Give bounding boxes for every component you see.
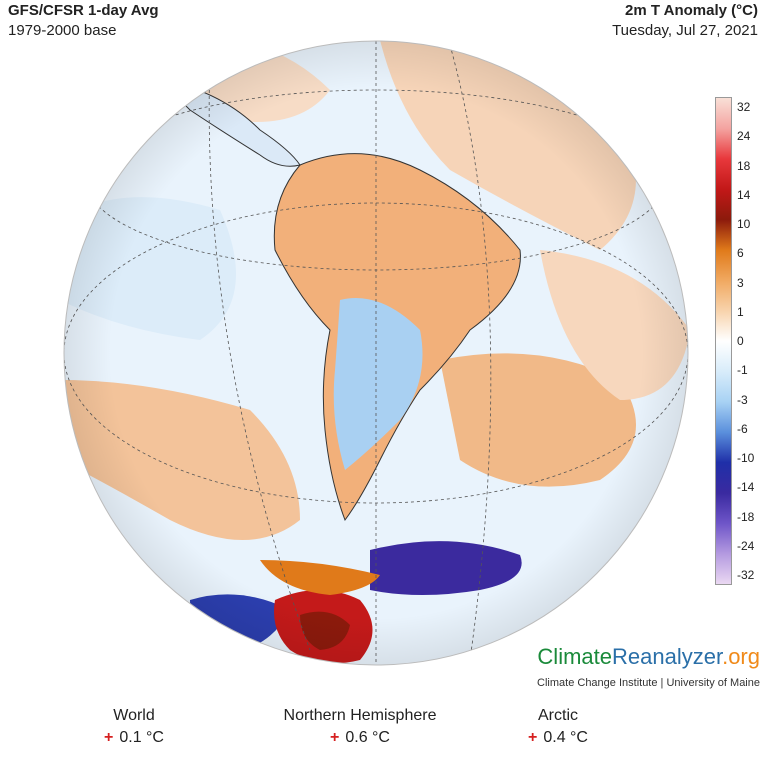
legend-tick: -14: [737, 480, 755, 495]
brand-org: .org: [722, 644, 760, 669]
stat-region: Northern Hemisphere: [283, 707, 437, 724]
colorbar: [715, 97, 732, 585]
legend-tick: -6: [737, 421, 748, 436]
legend-tick: -32: [737, 568, 755, 582]
brand-logo: ClimateReanalyzer.org: [537, 644, 760, 670]
brand-climate: Climate: [537, 644, 612, 669]
globe-outline: [63, 40, 689, 666]
legend-tick: 18: [737, 158, 751, 173]
stat-northern-hemisphere: Northern Hemisphere +0.6 °C: [250, 706, 470, 748]
stat-region: World: [113, 707, 155, 724]
brand-block: ClimateReanalyzer.org Climate Change Ins…: [537, 644, 760, 690]
legend-tick: -10: [737, 451, 755, 465]
stat-number: 0.1 °C: [119, 729, 164, 746]
stat-sign: +: [528, 729, 538, 746]
stat-value: +0.6 °C: [250, 728, 470, 748]
legend-tick: 0: [737, 334, 744, 348]
stats-row: World +0.1 °C Northern Hemisphere +0.6 °…: [0, 706, 768, 766]
globe-map: [63, 40, 689, 666]
legend-tick: 1: [737, 304, 744, 319]
globe-svg: [63, 40, 689, 666]
color-legend: 32 24 18 14 10 6 3 1 0 -1 -3 -6 -10 -14 -18 -24 -32: [715, 97, 765, 585]
stat-region: Arctic: [538, 707, 578, 724]
legend-tick: -3: [737, 392, 748, 407]
stat-number: 0.4 °C: [543, 729, 588, 746]
dataset-title: GFS/CFSR 1-day Avg: [8, 2, 159, 19]
stat-sign: +: [104, 729, 114, 746]
stat-sign: +: [330, 729, 340, 746]
header-left: GFS/CFSR 1-day Avg 1979-2000 base: [8, 1, 159, 41]
baseline-label: 1979-2000 base: [8, 22, 117, 39]
header-right: 2m T Anomaly (°C) Tuesday, Jul 27, 2021: [612, 1, 758, 41]
stat-world: World +0.1 °C: [24, 706, 244, 748]
legend-tick: 32: [737, 100, 751, 114]
legend-tick: -24: [737, 538, 755, 553]
variable-title: 2m T Anomaly (°C): [625, 2, 758, 19]
brand-reanalyzer: Reanalyzer: [612, 644, 723, 669]
legend-tick: 14: [737, 187, 751, 202]
legend-tick: 10: [737, 217, 751, 231]
stat-value: +0.1 °C: [24, 728, 244, 748]
date-label: Tuesday, Jul 27, 2021: [612, 22, 758, 39]
legend-tick: 6: [737, 246, 744, 261]
legend-tick: 24: [737, 129, 751, 144]
legend-tick: -1: [737, 363, 748, 378]
stat-number: 0.6 °C: [345, 729, 390, 746]
stat-arctic: Arctic +0.4 °C: [448, 706, 668, 748]
legend-tick: 3: [737, 275, 744, 290]
legend-tick: -18: [737, 509, 755, 524]
brand-subtitle: Climate Change Institute | University of…: [537, 677, 760, 689]
stat-value: +0.4 °C: [448, 728, 668, 748]
